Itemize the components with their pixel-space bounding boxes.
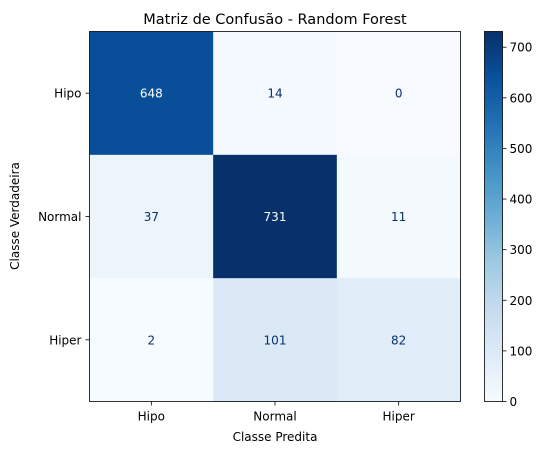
cell-value-label: 0	[395, 87, 403, 101]
cell-value-label: 731	[264, 210, 287, 224]
colorbar-tick-label: 300	[510, 243, 533, 257]
cell-value-label: 101	[264, 333, 287, 347]
y-axis: Hipo Normal Hiper	[38, 87, 90, 347]
x-tick-label: Normal	[253, 410, 296, 424]
heatmap-cells	[89, 31, 461, 402]
cell-value-label: 14	[267, 87, 282, 101]
y-tick-label: Hiper	[49, 333, 81, 347]
heatmap-cell	[213, 31, 338, 156]
cell-value-label: 82	[391, 333, 406, 347]
colorbar-tick-label: 200	[510, 294, 533, 308]
colorbar-tick-label: 400	[510, 193, 533, 207]
heatmap-cell	[213, 154, 338, 279]
cell-value-label: 2	[148, 333, 156, 347]
x-tick-label: Hiper	[383, 410, 415, 424]
colorbar-tick-label: 700	[510, 41, 533, 55]
heatmap-cell	[213, 278, 338, 402]
colorbar-tick-label: 0	[510, 395, 518, 409]
heatmap-cell	[89, 154, 214, 279]
y-axis-label: Classe Verdadeira	[8, 162, 22, 270]
x-axis-label: Classe Predita	[233, 430, 318, 444]
heatmap-cell	[89, 278, 214, 402]
heatmap-cell	[336, 154, 461, 279]
x-axis: Hipo Normal Hiper	[138, 401, 415, 424]
heatmap-cell	[336, 278, 461, 402]
colorbar	[484, 31, 503, 402]
chart-title: Matriz de Confusão - Random Forest	[143, 12, 407, 28]
colorbar-tick-label: 100	[510, 344, 533, 358]
y-tick-label: Normal	[38, 210, 81, 224]
colorbar-tick-label: 600	[510, 91, 533, 105]
cell-value-label: 11	[391, 210, 406, 224]
cell-value-label: 648	[140, 87, 163, 101]
heatmap-cell	[89, 31, 214, 156]
colorbar-ticks: 0 100 200 300 400 500 600 700	[502, 41, 533, 409]
cell-value-label: 37	[144, 210, 159, 224]
heatmap-cell-labels: 648 14 0 37 731 11 2 101 82	[140, 87, 406, 348]
y-tick-label: Hipo	[54, 87, 81, 101]
x-tick-label: Hipo	[138, 410, 165, 424]
heatmap-cell	[336, 31, 461, 156]
colorbar-tick-label: 500	[510, 142, 533, 156]
